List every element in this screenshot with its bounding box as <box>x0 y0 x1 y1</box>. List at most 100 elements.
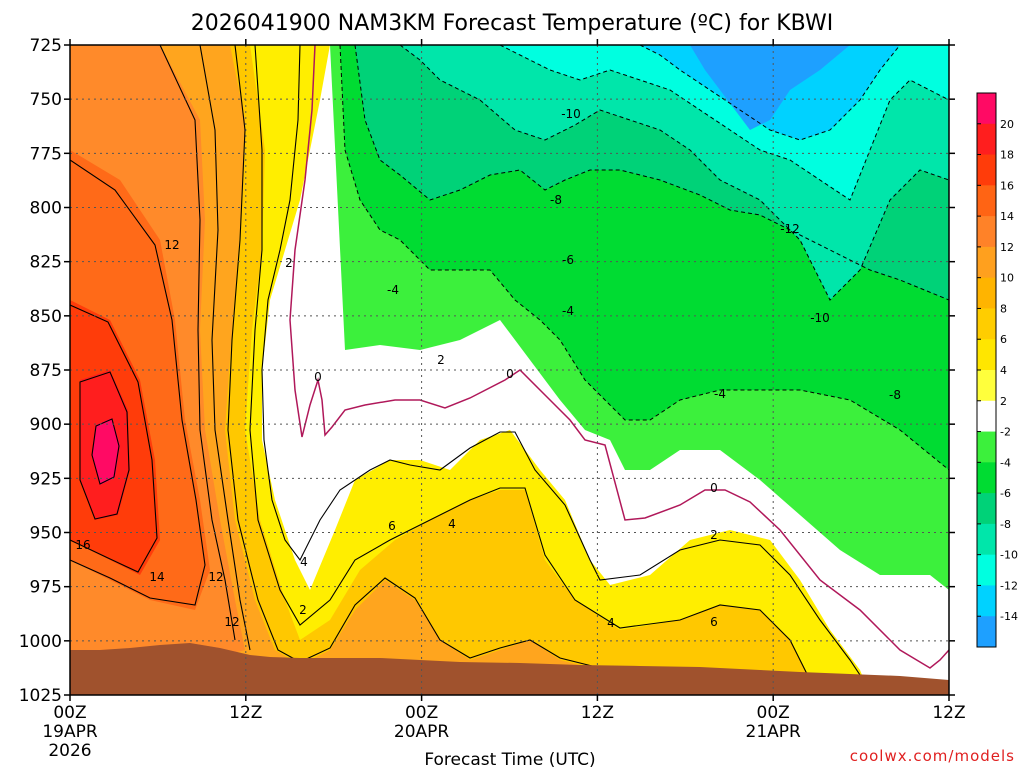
colorbar-swatch <box>977 493 996 525</box>
contour-label-text: 2 <box>437 353 445 367</box>
contour-label: 2 <box>299 603 307 617</box>
colorbar-swatch <box>977 462 996 494</box>
y-tick-label: 725 <box>30 36 62 56</box>
x-tick-year: 2026 <box>48 741 91 761</box>
contour-0c <box>289 45 949 669</box>
contour-label-text: 16 <box>75 538 90 552</box>
isotherms-warm <box>70 45 871 695</box>
credit-text: coolwx.com/models <box>850 747 1015 765</box>
contour-label-text: -4 <box>714 387 726 401</box>
colorbar-swatch <box>977 277 996 309</box>
colorbar-label: 8 <box>1000 302 1007 315</box>
contour-label-text: 2 <box>710 528 718 542</box>
contour-label: 12 <box>164 238 179 252</box>
colorbar-swatch <box>977 123 996 156</box>
contour-label-text: 12 <box>224 615 239 629</box>
colorbar-swatch <box>977 339 996 371</box>
contour-label-text: 0 <box>506 367 514 381</box>
colorbar-label: 10 <box>1000 272 1014 285</box>
x-tick-date: 19APR <box>42 722 98 742</box>
x-tick-date: 20APR <box>394 722 450 742</box>
colorbar-swatch <box>977 308 996 340</box>
colorbar-label: -2 <box>1000 426 1011 439</box>
colorbar-label: 6 <box>1000 333 1007 346</box>
contour-label: -8 <box>889 388 901 402</box>
contour-label: -8 <box>550 193 562 207</box>
colorbar-label: -4 <box>1000 456 1011 469</box>
colorbar-label: 16 <box>1000 179 1014 192</box>
colorbar-label: -12 <box>1000 579 1018 592</box>
x-axis-title: Forecast Time (UTC) <box>424 750 595 768</box>
colorbar-swatch <box>977 431 996 463</box>
y-axis-labels: 725 750 775 800 825 850 875 900 925 950 975 1000 102… <box>19 36 62 706</box>
contour-label-text: -8 <box>550 193 562 207</box>
colorbar-label: 12 <box>1000 241 1014 254</box>
contour-label: 4 <box>607 616 615 630</box>
y-tick-label: 775 <box>30 144 62 164</box>
y-tick-label: 950 <box>30 524 62 544</box>
chart-title: 2026041900 NAM3KM Forecast Temperature (… <box>191 11 833 36</box>
contour-label-text: 6 <box>388 519 396 533</box>
contour-labels: 12 16 14 12 12 2 2 4 0 -4 2 6 4 0 -10 -8 -6 -4 -12 -10 -4 -8 0… <box>75 107 901 630</box>
y-tick-label: 1025 <box>19 686 62 706</box>
y-tick-label: 975 <box>30 578 62 598</box>
x-tick-label: 12Z <box>932 703 965 723</box>
colorbar-label: 14 <box>1000 210 1014 223</box>
colorbar-label: -14 <box>1000 610 1018 623</box>
colorbar-swatch <box>977 585 996 617</box>
y-tick-label: 875 <box>30 361 62 381</box>
contour-label-text: 4 <box>448 517 456 531</box>
x-tick-label: 00Z <box>757 703 790 723</box>
y-tick-label: 850 <box>30 307 62 327</box>
colorbar-swatch <box>977 93 996 125</box>
colorbar-label: -10 <box>1000 549 1018 562</box>
contour-label: 0 <box>506 367 514 381</box>
gridlines <box>70 45 949 695</box>
contour-label-text: 2 <box>299 603 307 617</box>
contour-label: 16 <box>75 538 90 552</box>
colorbar-swatch <box>977 216 996 248</box>
colorbar-swatch <box>977 616 996 648</box>
contour-label: 14 <box>149 570 164 584</box>
x-tick-label: 00Z <box>405 703 438 723</box>
colorbar-swatch <box>977 185 996 217</box>
colorbar-swatch <box>977 154 996 186</box>
colorbar-label: 4 <box>1000 364 1007 377</box>
colorbar: 20 18 16 14 12 10 8 6 4 2 -2 -4 -6 -8 -10 -12 -14 <box>976 92 1018 648</box>
colorbar-label: 20 <box>1000 118 1014 131</box>
y-tick-label: 800 <box>30 199 62 219</box>
x-tick-date: 21APR <box>746 722 802 742</box>
contour-label-text: -4 <box>562 304 574 318</box>
colorbar-label: -8 <box>1000 518 1011 531</box>
y-tick-label: 1000 <box>19 632 62 652</box>
x-tick-label: 12Z <box>229 703 262 723</box>
contour-label: -4 <box>387 283 399 297</box>
contour-label: 6 <box>710 615 718 629</box>
y-tick-label: 925 <box>30 469 62 489</box>
axis-ticks <box>64 39 955 701</box>
contour-label: -4 <box>562 304 574 318</box>
contour-label-text: 0 <box>314 370 322 384</box>
colorbar-swatch <box>977 523 996 556</box>
contour-label: -10 <box>561 107 581 121</box>
colorbar-swatch <box>977 554 996 586</box>
contour-label: 2 <box>285 256 293 270</box>
x-tick-label: 00Z <box>53 703 86 723</box>
colorbar-swatch <box>977 246 996 279</box>
colorbar-swatch <box>977 370 996 402</box>
contour-label: 0 <box>710 481 718 495</box>
contour-label-text: 4 <box>300 555 308 569</box>
contour-label: 4 <box>300 555 308 569</box>
contour-label-text: -8 <box>889 388 901 402</box>
contour-label-text: 12 <box>164 238 179 252</box>
contour-label: 6 <box>388 519 396 533</box>
contour-label: -12 <box>780 222 800 236</box>
contour-label-text: 4 <box>607 616 615 630</box>
contour-label: 12 <box>208 570 223 584</box>
colorbar-swatch <box>977 400 996 433</box>
contour-label: -10 <box>810 311 830 325</box>
isotherms-cold <box>339 45 949 471</box>
contour-label: 12 <box>224 615 239 629</box>
